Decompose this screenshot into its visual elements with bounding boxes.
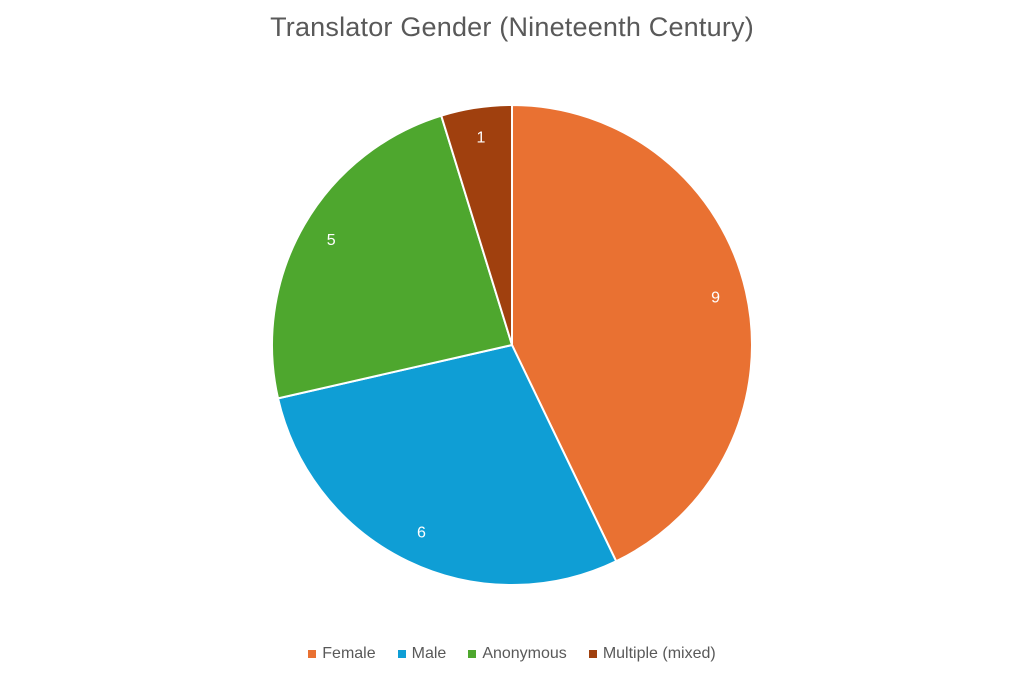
legend-swatch — [308, 650, 317, 658]
chart-title: Translator Gender (Nineteenth Century) — [270, 12, 754, 42]
data-label: 1 — [476, 130, 485, 147]
legend-label: Anonymous — [482, 645, 567, 662]
legend-item-male: Male — [397, 645, 447, 663]
legend-item-anonymous: Anonymous — [468, 645, 567, 663]
pie-chart: 9 6 5 1 — [271, 104, 753, 586]
legend-swatch — [397, 650, 406, 658]
legend-swatch — [588, 650, 597, 658]
pie-slice-anonymous — [271, 114, 513, 400]
data-label: 5 — [327, 232, 336, 249]
pie-slice-female — [511, 104, 753, 563]
legend-label: Male — [411, 645, 447, 662]
pie-data-labels: 9 6 5 1 — [327, 130, 720, 542]
legend-label: Female — [322, 645, 376, 662]
pie-slices — [271, 104, 753, 586]
legend-item-female: Female — [308, 645, 376, 663]
legend: Female Male Anonymous Multiple (mixed) — [0, 645, 1024, 663]
legend-swatch — [468, 650, 477, 658]
data-label: 6 — [417, 524, 426, 541]
pie-slice-male — [277, 344, 618, 586]
legend-label: Multiple (mixed) — [602, 645, 716, 662]
pie-slice-multiple-mixed — [440, 104, 513, 346]
legend-item-multiple-mixed: Multiple (mixed) — [588, 645, 716, 663]
data-label: 9 — [711, 290, 720, 307]
